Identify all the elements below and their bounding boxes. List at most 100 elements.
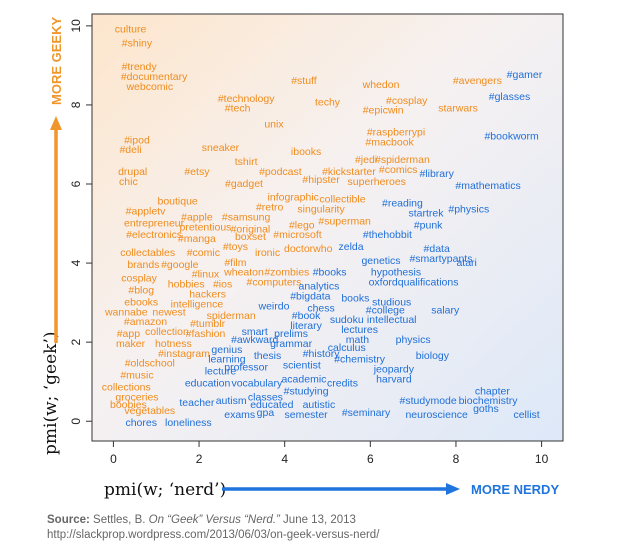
- word-point: #etsy: [184, 166, 210, 178]
- word-point: #kickstarter: [322, 166, 376, 178]
- word-point: #trendy: [122, 61, 158, 73]
- word-point: #ios: [213, 279, 232, 291]
- word-point: physics: [396, 334, 431, 346]
- word-point: #jedi: [355, 154, 377, 166]
- word-point: #original: [231, 223, 271, 235]
- geek-nerd-scatter-chart: 0 2 4 6 8 10 0 2 4 6 8 10 culture#shiny #trendy#doc…: [41, 13, 564, 500]
- y-tick-label: 8: [69, 101, 83, 108]
- word-point: semester: [284, 409, 328, 421]
- word-point: #mathematics: [455, 180, 520, 192]
- word-point: infographic: [268, 192, 319, 204]
- x-tick-label: 10: [535, 452, 549, 466]
- source-citation: Source: Settles, B. On “Geek” Versus “Ne…: [47, 513, 627, 543]
- word-point: salary: [431, 304, 460, 316]
- word-point: #studymode: [400, 395, 457, 407]
- word-point: #hipster: [302, 174, 340, 186]
- word-point: #shiny: [122, 37, 153, 49]
- word-point: #avengers: [453, 75, 502, 87]
- word-point: ironic: [255, 247, 280, 259]
- word-point: #samsung: [222, 211, 271, 223]
- word-point: #raspberrypi: [367, 126, 425, 138]
- word-point: doctorwho: [284, 243, 333, 255]
- word-point: studious: [372, 296, 411, 308]
- word-point: harvard: [376, 373, 412, 385]
- y-axis-ticks: 0 2 4 6 8 10: [69, 19, 92, 425]
- y-tick-label: 0: [69, 418, 83, 425]
- word-point: #computers: [247, 277, 302, 289]
- word-point: spiderman: [207, 310, 256, 322]
- word-point: ibooks: [291, 146, 321, 158]
- source-label: Source:: [47, 514, 90, 526]
- word-point: cosplay: [121, 273, 157, 285]
- word-point: #college: [366, 304, 405, 316]
- word-point: weirdo: [258, 300, 290, 312]
- word-point: classes: [248, 391, 283, 403]
- source-url: http://slackprop.wordpress.com/2013/06/0…: [47, 529, 380, 541]
- word-point: thesis: [254, 350, 281, 362]
- word-point: lecture: [205, 366, 237, 378]
- x-tick-label: 0: [110, 452, 117, 466]
- x-tick-label: 2: [196, 452, 203, 466]
- word-point: #deli: [119, 144, 141, 156]
- word-point: #physics: [448, 203, 489, 215]
- word-point: groceries: [115, 391, 158, 403]
- word-point: #data: [424, 243, 450, 255]
- word-point: atari: [456, 257, 476, 269]
- word-point: collection: [145, 326, 189, 338]
- word-point: #podcast: [259, 166, 302, 178]
- word-point: startrek: [408, 207, 444, 219]
- word-point: #tech: [225, 103, 251, 115]
- word-point: #glasses: [489, 91, 530, 103]
- word-point: techy: [315, 97, 341, 109]
- word-point: neuroscience: [405, 409, 468, 421]
- word-points: culture#shiny #trendy#documentarywebcomic…: [102, 24, 543, 429]
- word-point: brands: [127, 259, 159, 271]
- word-point: #oldschool: [125, 358, 175, 370]
- x-arrow-label: MORE NERDY: [471, 482, 559, 497]
- word-point: biology: [416, 350, 450, 362]
- word-point: analytics: [299, 281, 340, 293]
- word-point: #books: [313, 267, 347, 279]
- word-point: boxset: [235, 231, 266, 243]
- word-point: #chemistry: [334, 354, 386, 366]
- word-point: professor: [224, 362, 268, 374]
- word-point: #retro: [256, 202, 284, 214]
- word-point: #studying: [284, 385, 329, 397]
- word-point: vegetables: [124, 405, 175, 417]
- word-point: #cosplay: [386, 95, 428, 107]
- word-point: #appletv: [126, 205, 166, 217]
- y-arrow-label: MORE GEEKY: [49, 17, 64, 105]
- word-point: exams: [224, 409, 255, 421]
- word-point: #gadget: [225, 178, 263, 190]
- word-point: #google: [161, 259, 199, 271]
- word-point: #book: [292, 310, 321, 322]
- word-point: #manga: [178, 233, 216, 245]
- word-point: collectables: [120, 247, 175, 259]
- word-point: genius: [211, 344, 242, 356]
- word-point: drupal: [118, 166, 147, 178]
- word-point: zelda: [338, 241, 363, 253]
- word-point: chess: [307, 302, 334, 314]
- x-axis-label: pmi(w; ‘nerd’): [104, 480, 226, 500]
- word-point: #film: [224, 257, 246, 269]
- word-point: #tumblr: [190, 318, 226, 330]
- x-tick-label: 6: [367, 452, 374, 466]
- word-point: starwars: [438, 103, 478, 115]
- word-point: credits: [327, 377, 358, 389]
- word-point: wannabe: [104, 306, 148, 318]
- word-point: sneaker: [202, 142, 240, 154]
- word-point: qualifications: [398, 277, 459, 289]
- word-point: calculus: [328, 342, 366, 354]
- word-point: #epicwin: [363, 105, 404, 117]
- word-point: #stuff: [291, 75, 317, 87]
- y-tick-label: 10: [69, 19, 83, 33]
- word-point: lectures: [341, 324, 378, 336]
- word-point: #amazon: [124, 316, 167, 328]
- word-point: webcomic: [125, 81, 173, 93]
- plot-background: [91, 13, 564, 442]
- x-axis-ticks: 0 2 4 6 8 10: [110, 441, 549, 466]
- word-point: culture: [115, 24, 147, 36]
- word-point: #documentary: [121, 71, 188, 83]
- word-point: autistic: [303, 399, 336, 411]
- x-tick-label: 8: [453, 452, 460, 466]
